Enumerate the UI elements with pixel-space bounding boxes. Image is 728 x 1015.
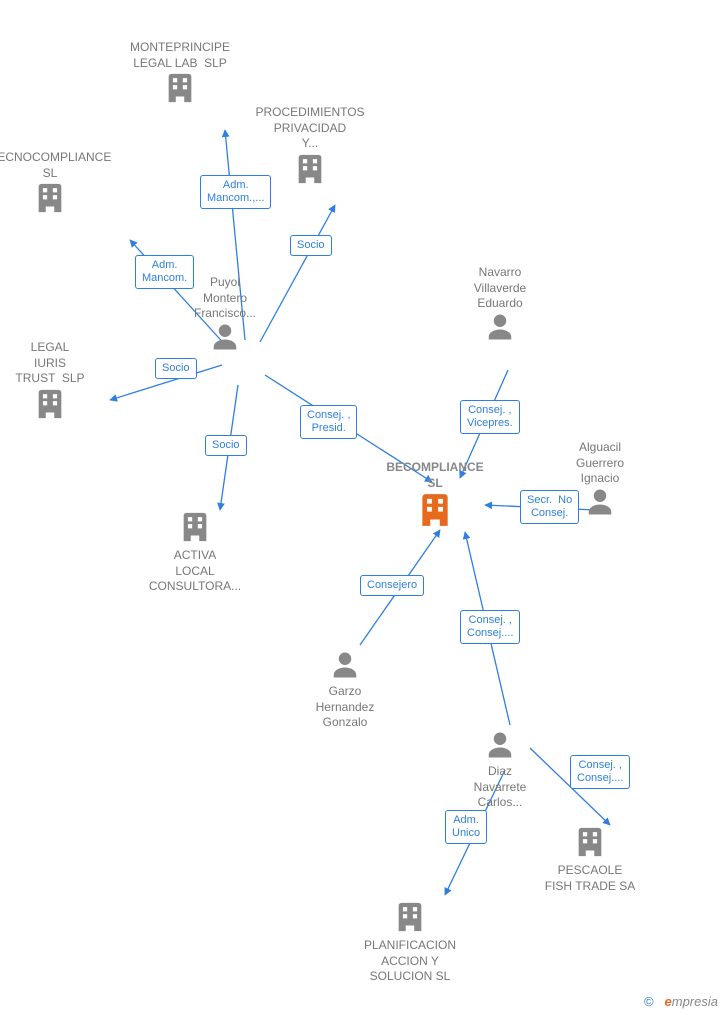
node-pesca[interactable]: PESCAOLE FISH TRADE SA — [530, 825, 650, 894]
person-icon — [210, 322, 240, 352]
node-tecno[interactable]: TECNOCOMPLIANCE SL — [0, 150, 110, 219]
building-icon — [293, 152, 327, 186]
node-label: MONTEPRINCIPE LEGAL LAB SLP — [120, 40, 240, 71]
node-label: Navarro Villaverde Eduardo — [440, 265, 560, 312]
node-monte[interactable]: MONTEPRINCIPE LEGAL LAB SLP — [120, 40, 240, 109]
node-label: LEGAL IURIS TRUST SLP — [0, 340, 110, 387]
edge-label: Consejero — [360, 575, 424, 596]
building-icon — [163, 71, 197, 105]
building-icon — [33, 387, 67, 421]
node-label: Diaz Navarrete Carlos... — [440, 764, 560, 811]
building-icon — [33, 181, 67, 215]
edge-label: Socio — [290, 235, 332, 256]
edge-label: Adm. Mancom.,... — [200, 175, 271, 209]
node-activa[interactable]: ACTIVA LOCAL CONSULTORA... — [135, 510, 255, 595]
node-label: Alguacil Guerrero Ignacio — [540, 440, 660, 487]
node-center[interactable]: BECOMPLIANCE SL — [375, 460, 495, 533]
node-label: BECOMPLIANCE SL — [375, 460, 495, 491]
node-label: PROCEDIMIENTOS PRIVACIDAD Y... — [250, 105, 370, 152]
person-icon — [485, 312, 515, 342]
copyright-symbol: © — [644, 994, 654, 1009]
node-label: TECNOCOMPLIANCE SL — [0, 150, 110, 181]
footer-credit: © empresia — [644, 994, 718, 1009]
node-navarro[interactable]: Navarro Villaverde Eduardo — [440, 265, 560, 346]
edge-label: Consej. , Consej.... — [570, 755, 630, 789]
edge-label: Secr. No Consej. — [520, 490, 579, 524]
brand-initial: e — [665, 994, 672, 1009]
node-diaz[interactable]: Diaz Navarrete Carlos... — [440, 730, 560, 811]
edge-label: Adm. Mancom. — [135, 255, 194, 289]
edge-label: Consej. , Consej.... — [460, 610, 520, 644]
building-icon — [393, 900, 427, 934]
node-label: PESCAOLE FISH TRADE SA — [530, 863, 650, 894]
brand-rest: mpresia — [672, 994, 718, 1009]
node-legal[interactable]: LEGAL IURIS TRUST SLP — [0, 340, 110, 425]
building-icon — [573, 825, 607, 859]
node-label: Garzo Hernandez Gonzalo — [285, 684, 405, 731]
node-label: ACTIVA LOCAL CONSULTORA... — [135, 548, 255, 595]
person-icon — [330, 650, 360, 680]
person-icon — [585, 487, 615, 517]
node-garzo[interactable]: Garzo Hernandez Gonzalo — [285, 650, 405, 731]
edge-label: Adm. Unico — [445, 810, 487, 844]
node-plan[interactable]: PLANIFICACION ACCION Y SOLUCION SL — [350, 900, 470, 985]
edge-label: Socio — [205, 435, 247, 456]
building-icon — [178, 510, 212, 544]
edge-label: Consej. , Presid. — [300, 405, 357, 439]
node-label: PLANIFICACION ACCION Y SOLUCION SL — [350, 938, 470, 985]
building-center-icon — [416, 491, 454, 529]
edge-label: Consej. , Vicepres. — [460, 400, 520, 434]
person-icon — [485, 730, 515, 760]
edge-label: Socio — [155, 358, 197, 379]
